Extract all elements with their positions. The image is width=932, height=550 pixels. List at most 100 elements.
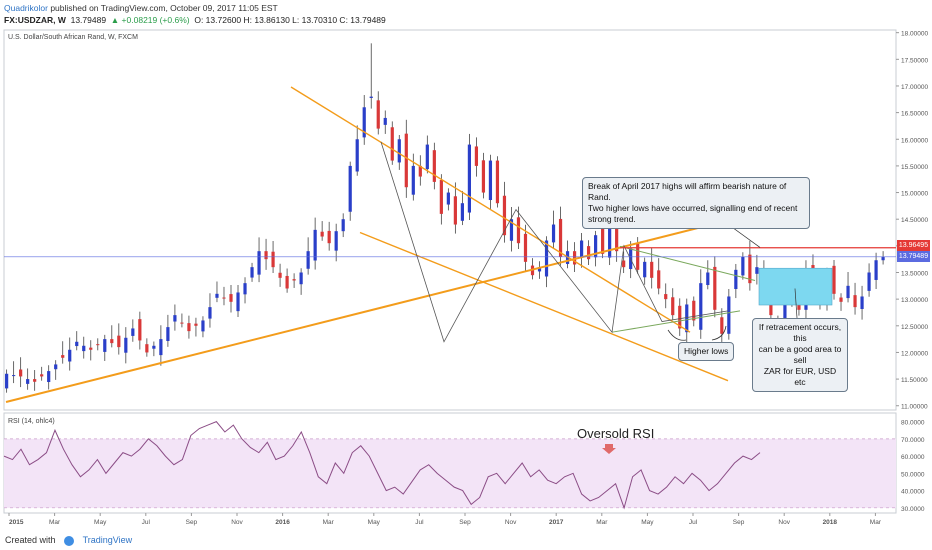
candle-up [334, 231, 338, 251]
wave-pattern-line [380, 141, 729, 343]
x-tick-label: Mar [870, 519, 882, 526]
x-tick-label: May [94, 519, 107, 526]
candle-down [285, 275, 289, 289]
price-y-tick-label: 17.00000 [901, 84, 928, 91]
candle-up [201, 320, 205, 332]
rsi-y-tick-label: 80.0000 [901, 420, 925, 427]
candle-up [348, 165, 352, 212]
candle-down [832, 265, 836, 294]
ohlc-values: O: 13.72600 H: 13.86130 L: 13.70310 C: 1… [194, 15, 386, 25]
rsi-band [4, 438, 896, 508]
candle-down [418, 165, 422, 177]
candle-up [243, 283, 247, 295]
candle-down [194, 323, 198, 326]
candle-down [229, 294, 233, 302]
candle-down [474, 146, 479, 166]
candle-down [278, 272, 282, 278]
candle-up [755, 267, 759, 274]
candle-up [152, 345, 156, 349]
tradingview-link[interactable]: TradingView [82, 535, 133, 545]
candle-down [678, 305, 682, 329]
candle-up [783, 301, 787, 325]
candle-up [215, 293, 219, 298]
price-y-tick-label: 12.50000 [901, 324, 928, 331]
candle-up [537, 267, 542, 272]
candle-down [453, 196, 457, 225]
price-y-tick-label: 13.50000 [901, 270, 928, 277]
resistance-price-badge: 13.96495 [897, 240, 930, 251]
candle-down [692, 300, 696, 321]
candle-down [839, 297, 843, 302]
tradingview-logo-icon [64, 535, 75, 546]
candle-down [713, 266, 717, 310]
candle-up [608, 227, 612, 258]
candle-down [40, 374, 44, 377]
candle-up [544, 240, 549, 277]
triangle-lower-line [611, 310, 741, 333]
author-link[interactable]: Quadrikolor [4, 3, 48, 13]
candle-down [481, 160, 486, 193]
candle-up [124, 337, 128, 353]
publish-line: Quadrikolor published on TradingView.com… [4, 2, 928, 14]
candle-up [12, 375, 16, 377]
candle-down [138, 319, 142, 341]
last-price: 13.79489 [70, 15, 107, 25]
candle-up [68, 349, 72, 362]
x-tick-label: 2018 [823, 519, 838, 526]
candle-up [82, 345, 86, 352]
rsi-y-tick-label: 50.0000 [901, 471, 925, 478]
candle-up [734, 269, 738, 290]
candle-up [881, 257, 885, 261]
price-chart[interactable]: 18.00000 17.50000 17.00000 16.50000 16.00000… [0, 28, 932, 528]
candle-down [96, 344, 100, 346]
oversold-arrow-icon [602, 444, 616, 454]
candle-up [208, 307, 212, 319]
candle-up [846, 285, 850, 299]
higher-lows-annotation: Higher lows [678, 342, 735, 361]
price-y-tick-label: 11.00000 [901, 404, 928, 411]
candle-down [502, 195, 507, 236]
price-y-tick-label: 13.00000 [901, 297, 928, 304]
x-tick-label: 2017 [549, 519, 564, 526]
price-chart-title: U.S. Dollar/South African Rand, W, FXCM [8, 34, 138, 41]
rsi-y-tick-label: 70.0000 [901, 437, 925, 444]
candle-up [257, 251, 261, 275]
candle-down [439, 180, 443, 214]
oversold-rsi-label: Oversold RSI [577, 426, 655, 441]
candle-up [299, 272, 303, 285]
candle-down [222, 297, 226, 299]
candle-down [117, 335, 121, 348]
candle-up [369, 96, 373, 98]
x-tick-label: Jul [142, 519, 151, 526]
x-tick-label: 2015 [9, 519, 24, 526]
candle-down [601, 225, 605, 254]
rsi-y-tick-label: 60.0000 [901, 454, 925, 461]
candle-down [572, 251, 577, 265]
candle-down [292, 279, 296, 281]
candle-up [159, 339, 163, 356]
candle-down [636, 242, 640, 270]
footer: Created with TradingView [0, 530, 932, 550]
candle-down [664, 294, 668, 300]
candle-up [425, 144, 429, 170]
price-y-tick-label: 14.50000 [901, 217, 928, 224]
candle-down [264, 251, 268, 260]
chart-header: Quadrikolor published on TradingView.com… [0, 0, 932, 28]
price-y-tick-label: 12.00000 [901, 350, 928, 357]
symbol-label: FX:USDZAR, W [4, 15, 66, 25]
price-y-tick-label: 16.50000 [901, 111, 928, 118]
higher-lows-arrow [711, 325, 727, 341]
candle-up [874, 260, 878, 280]
candle-up [685, 304, 689, 333]
candle-down [145, 344, 149, 353]
x-tick-label: Nov [778, 519, 790, 526]
candle-down [19, 369, 23, 377]
candle-down [404, 133, 408, 188]
rsi-title: RSI (14, ohlc4) [8, 418, 55, 425]
candle-up [362, 107, 366, 138]
x-tick-label: Nov [505, 519, 517, 526]
candle-up [166, 327, 170, 341]
x-tick-label: Jul [689, 519, 698, 526]
x-tick-label: Sep [186, 519, 198, 526]
downtrend-upper-channel [290, 86, 691, 333]
